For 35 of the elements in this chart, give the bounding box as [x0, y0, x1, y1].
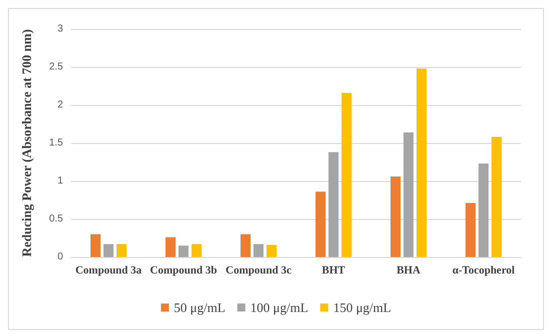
bar: [192, 244, 202, 257]
y-tick-label: 2.5: [49, 62, 64, 72]
bar: [240, 234, 250, 257]
x-tick-label: Compound 3b: [150, 264, 217, 276]
bar: [342, 92, 352, 257]
x-tick-label: Compound 3a: [75, 264, 142, 276]
bar: [316, 192, 326, 257]
bar: [254, 244, 264, 257]
bar: [178, 246, 188, 257]
bar: [116, 244, 126, 257]
y-tick-label: 3: [57, 24, 64, 34]
bar: [478, 164, 488, 257]
legend-label: 100 μg/mL: [250, 300, 308, 315]
y-tick-label: 0: [57, 252, 64, 262]
x-tick-label: BHA: [396, 264, 420, 276]
legend-label: 50 μg/mL: [174, 300, 226, 315]
x-tick-label: BHT: [322, 264, 346, 276]
x-tick-label: α-Tocopherol: [452, 264, 515, 276]
x-tick-label: Compound 3c: [226, 264, 292, 276]
bar: [466, 203, 476, 257]
bar: [266, 244, 276, 257]
bar: [328, 152, 338, 257]
y-tick-label: 2: [57, 100, 64, 110]
bar: [404, 132, 414, 257]
y-tick-label: 1: [57, 176, 64, 186]
y-axis-title: Reducing Power (Absorbance at 700 nm): [19, 29, 34, 257]
y-tick-label: 0.5: [49, 214, 64, 224]
y-tick-label: 1.5: [49, 138, 64, 148]
bar: [166, 237, 176, 257]
bar: [90, 234, 100, 257]
legend-label: 150 μg/mL: [333, 300, 392, 315]
bar: [492, 136, 502, 257]
bar: [416, 68, 426, 257]
bar: [390, 176, 400, 257]
bar: [104, 244, 114, 257]
